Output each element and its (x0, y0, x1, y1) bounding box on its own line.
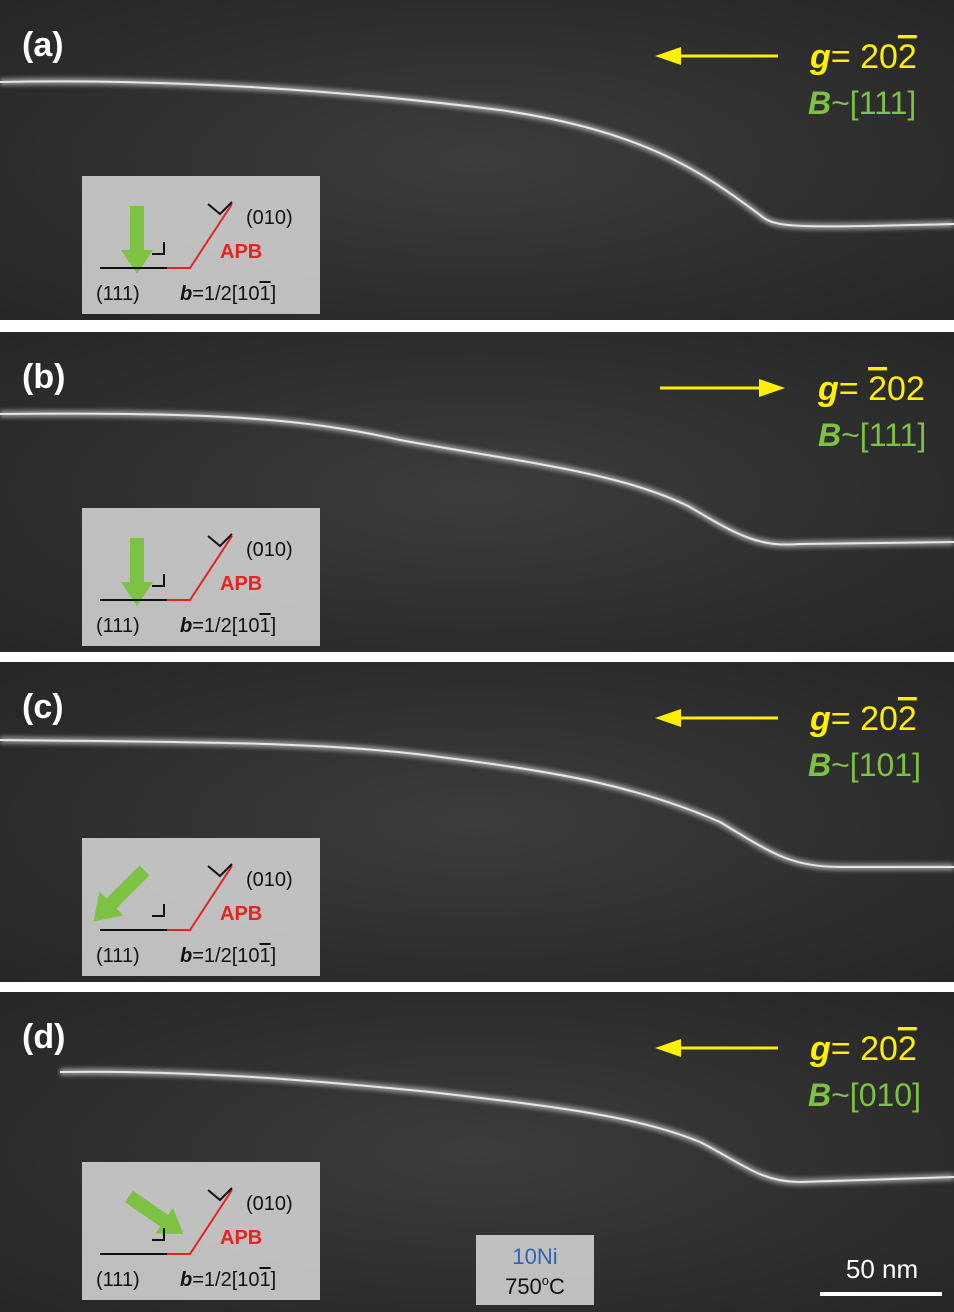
g-vector: g= 202 (817, 370, 925, 408)
apb-label: APB (220, 903, 262, 925)
b-symbol: b (180, 1269, 192, 1291)
g-symbol: g (809, 38, 831, 76)
apb-label: APB (220, 1227, 262, 1249)
b-symbol: B (808, 85, 831, 121)
g-symbol: g (817, 370, 839, 408)
plane-label: (010) (246, 1193, 293, 1215)
g-overlined: 2 (868, 370, 887, 408)
b-suffix: ] (271, 945, 277, 967)
panel: (b) g= 202 B~[111] (010) APB (111) b=1/2[101] (0, 332, 954, 652)
inset: (010) APB (111) b=1/2[101] (82, 176, 320, 314)
b-prefix: =1/2[10 (192, 283, 259, 305)
b-over: 1 (260, 615, 271, 637)
inset: (010) APB (111) b=1/2[101] (82, 508, 320, 646)
scale-bar-label: 50 nm (846, 1254, 918, 1284)
b-over: 1 (260, 283, 271, 305)
b-symbol: b (180, 283, 192, 305)
panel-label: (d) (22, 1018, 65, 1056)
b-prefix: =1/2[10 (192, 1269, 259, 1291)
inset: (010) APB (111) b=1/2[101] (82, 838, 320, 976)
plane-label: (111) (96, 1269, 140, 1291)
alloy-label: 10Ni (512, 1244, 557, 1269)
g-overlined: 2 (898, 1030, 917, 1068)
burgers-vector: b=1/2[101] (180, 1269, 276, 1291)
b-text: ~[111] (831, 85, 916, 121)
g-vector: g= 202 (809, 38, 917, 76)
panel-label: (a) (22, 26, 64, 64)
panel-label: (c) (22, 688, 64, 726)
g-symbol: g (809, 700, 831, 738)
temp-value: 750 (505, 1274, 542, 1299)
b-symbol: b (180, 945, 192, 967)
g-prefix: = (839, 370, 868, 408)
b-text: ~[010] (831, 1077, 921, 1113)
inset: (010) APB (111) b=1/2[101] (82, 1162, 320, 1300)
g-overlined: 2 (898, 38, 917, 76)
g-suffix: 02 (887, 370, 925, 408)
plane-label: (010) (246, 207, 293, 229)
b-symbol: b (180, 615, 192, 637)
beam-direction: B~[010] (808, 1077, 921, 1113)
g-prefix: = 20 (831, 1030, 898, 1068)
b-prefix: =1/2[10 (192, 615, 259, 637)
apb-label: APB (220, 241, 262, 263)
b-symbol: B (808, 1077, 831, 1113)
plane-label: (111) (96, 945, 140, 967)
beam-direction: B~[101] (808, 747, 921, 783)
burgers-vector: b=1/2[101] (180, 615, 276, 637)
plane-label: (010) (246, 869, 293, 891)
g-overlined: 2 (898, 700, 917, 738)
g-prefix: = 20 (831, 38, 898, 76)
g-vector: g= 202 (809, 700, 917, 738)
temp-degree: o (542, 1273, 549, 1288)
apb-label: APB (220, 573, 262, 595)
temp-unit: C (549, 1274, 565, 1299)
b-suffix: ] (271, 1269, 277, 1291)
panel-label: (b) (22, 358, 65, 396)
burgers-vector: b=1/2[101] (180, 283, 276, 305)
g-prefix: = 20 (831, 700, 898, 738)
beam-direction: B~[111] (808, 85, 916, 121)
plane-label: (111) (96, 283, 140, 305)
b-suffix: ] (271, 283, 277, 305)
panel: (a) g= 202 B~[111] (010) APB (111) b=1/2[101] (0, 0, 954, 320)
beam-direction: B~[111] (818, 417, 926, 453)
plane-label: (111) (96, 615, 140, 637)
b-over: 1 (260, 945, 271, 967)
b-over: 1 (260, 1269, 271, 1291)
plane-label: (010) (246, 539, 293, 561)
b-text: ~[111] (841, 417, 926, 453)
g-vector: g= 202 (809, 1030, 917, 1068)
panel: (c) g= 202 B~[101] (010) APB (111) b=1/2[101] (0, 662, 954, 982)
b-symbol: B (818, 417, 841, 453)
b-symbol: B (808, 747, 831, 783)
b-text: ~[101] (831, 747, 921, 783)
figure: (a)g= 202B~[111](010)APB(111)b=1/2[101](… (0, 0, 954, 1312)
b-prefix: =1/2[10 (192, 945, 259, 967)
burgers-vector: b=1/2[101] (180, 945, 276, 967)
b-suffix: ] (271, 615, 277, 637)
g-symbol: g (809, 1030, 831, 1068)
temperature: 750oC (505, 1273, 565, 1299)
